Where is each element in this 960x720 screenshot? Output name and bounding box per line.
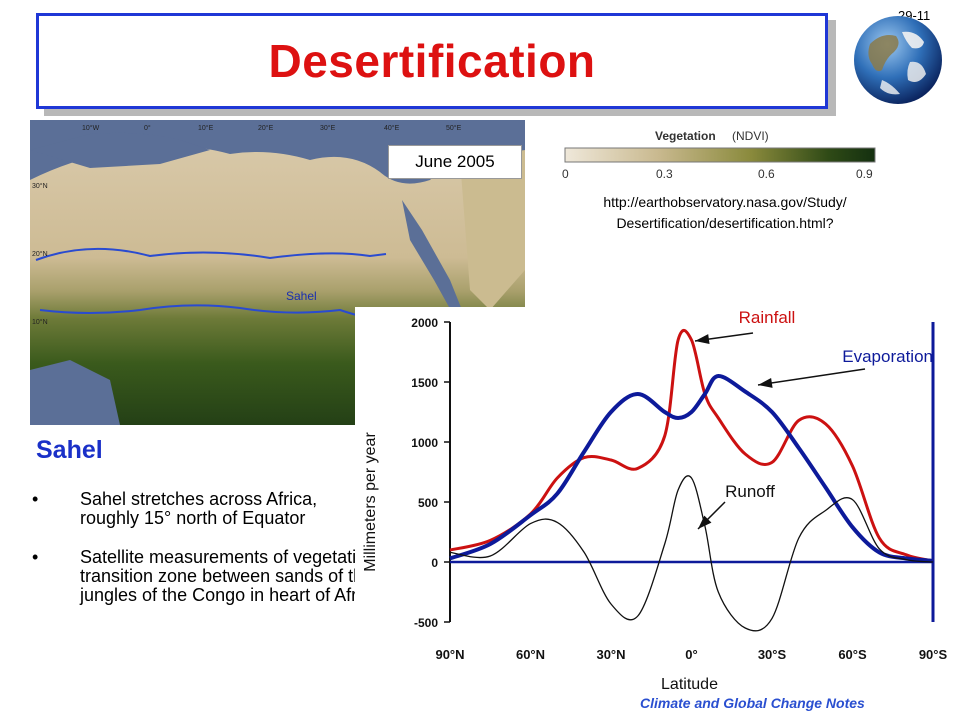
annotation-arrow-line <box>757 368 866 386</box>
x-tick-label: 30°S <box>758 647 787 662</box>
x-tick-label: 30°N <box>596 647 625 662</box>
y-tick-label: 1500 <box>411 376 438 390</box>
title-box: Desertification <box>36 13 828 109</box>
bullet-dot: • <box>32 547 39 567</box>
annotation-arrow-head <box>758 377 773 388</box>
series-annotation-label: Rainfall <box>739 308 796 327</box>
map-lon-label: 10°E <box>198 124 214 132</box>
x-axis-title: Latitude <box>661 676 718 693</box>
y-axis-title: Millimeters per year <box>362 432 379 572</box>
ndvi-colorbar <box>564 147 876 163</box>
map-lon-label: 30°E <box>320 124 336 132</box>
earth-globe-icon <box>854 16 942 104</box>
footer-text: Climate and Global Change Notes <box>640 695 865 711</box>
ndvi-subtitle: (NDVI) <box>732 129 769 143</box>
series-line-runoff <box>449 475 934 632</box>
y-tick-label: 0 <box>431 556 438 570</box>
source-url-line1[interactable]: http://earthobservatory.nasa.gov/Study/ <box>603 194 847 210</box>
bullet-dot: • <box>32 489 39 509</box>
map-lat-label: 20°N <box>32 250 48 258</box>
map-lon-label: 20°E <box>258 124 274 132</box>
x-tick-label: 0° <box>685 647 697 662</box>
slide-title: Desertification <box>268 35 596 87</box>
map-sahel-label: Sahel <box>286 289 317 303</box>
section-heading: Sahel <box>36 436 103 464</box>
y-tick-label: 1000 <box>411 436 438 450</box>
ndvi-title: Vegetation <box>655 129 716 143</box>
series-annotation-label: Evaporation <box>842 347 933 366</box>
ndvi-tick: 0 <box>562 167 569 181</box>
y-tick-label: -500 <box>414 616 438 630</box>
ndvi-tick: 0.9 <box>856 167 873 181</box>
annotation-arrow-head <box>698 515 712 529</box>
map-lon-label: 10°W <box>82 124 100 132</box>
bullet-text: Sahel stretches across Africa, roughly 1… <box>80 489 318 528</box>
series-annotation-label: Runoff <box>725 482 775 501</box>
map-lat-label: 30°N <box>32 182 48 190</box>
latitude-water-balance-chart: 2000 1500 1000 500 0 -500 90°N 60°N 30°N 0° 30°S 60… <box>355 307 960 700</box>
map-date-label: June 2005 <box>388 145 522 179</box>
x-tick-label: 90°S <box>919 647 948 662</box>
map-lat-label: 10°N <box>32 318 48 326</box>
series-line-rainfall <box>449 329 934 563</box>
map-lon-label: 0° <box>144 124 151 132</box>
source-url-line2[interactable]: Desertification/desertification.html? <box>616 215 834 231</box>
y-tick-label: 2000 <box>411 316 438 330</box>
bullet-item: • Sahel stretches across Africa, roughly… <box>30 490 350 528</box>
ndvi-legend: Vegetation (NDVI) 0 0.3 0.6 0.9 <box>562 129 876 181</box>
map-lon-label: 50°E <box>446 124 462 132</box>
x-tick-label: 60°S <box>838 647 867 662</box>
sahel-vegetation-map: Sahel 10°W 0° 10°E 20°E 30°E 40°E 50°E 3… <box>30 120 525 425</box>
ndvi-tick: 0.3 <box>656 167 673 181</box>
series-line-evaporation <box>449 374 934 563</box>
x-tick-label: 60°N <box>516 647 545 662</box>
annotation-arrow-head <box>695 334 710 345</box>
ndvi-tick: 0.6 <box>758 167 775 181</box>
source-url[interactable]: http://earthobservatory.nasa.gov/Study/ … <box>560 192 890 234</box>
map-lon-label: 40°E <box>384 124 400 132</box>
x-tick-label: 90°N <box>435 647 464 662</box>
y-tick-label: 500 <box>418 496 438 510</box>
